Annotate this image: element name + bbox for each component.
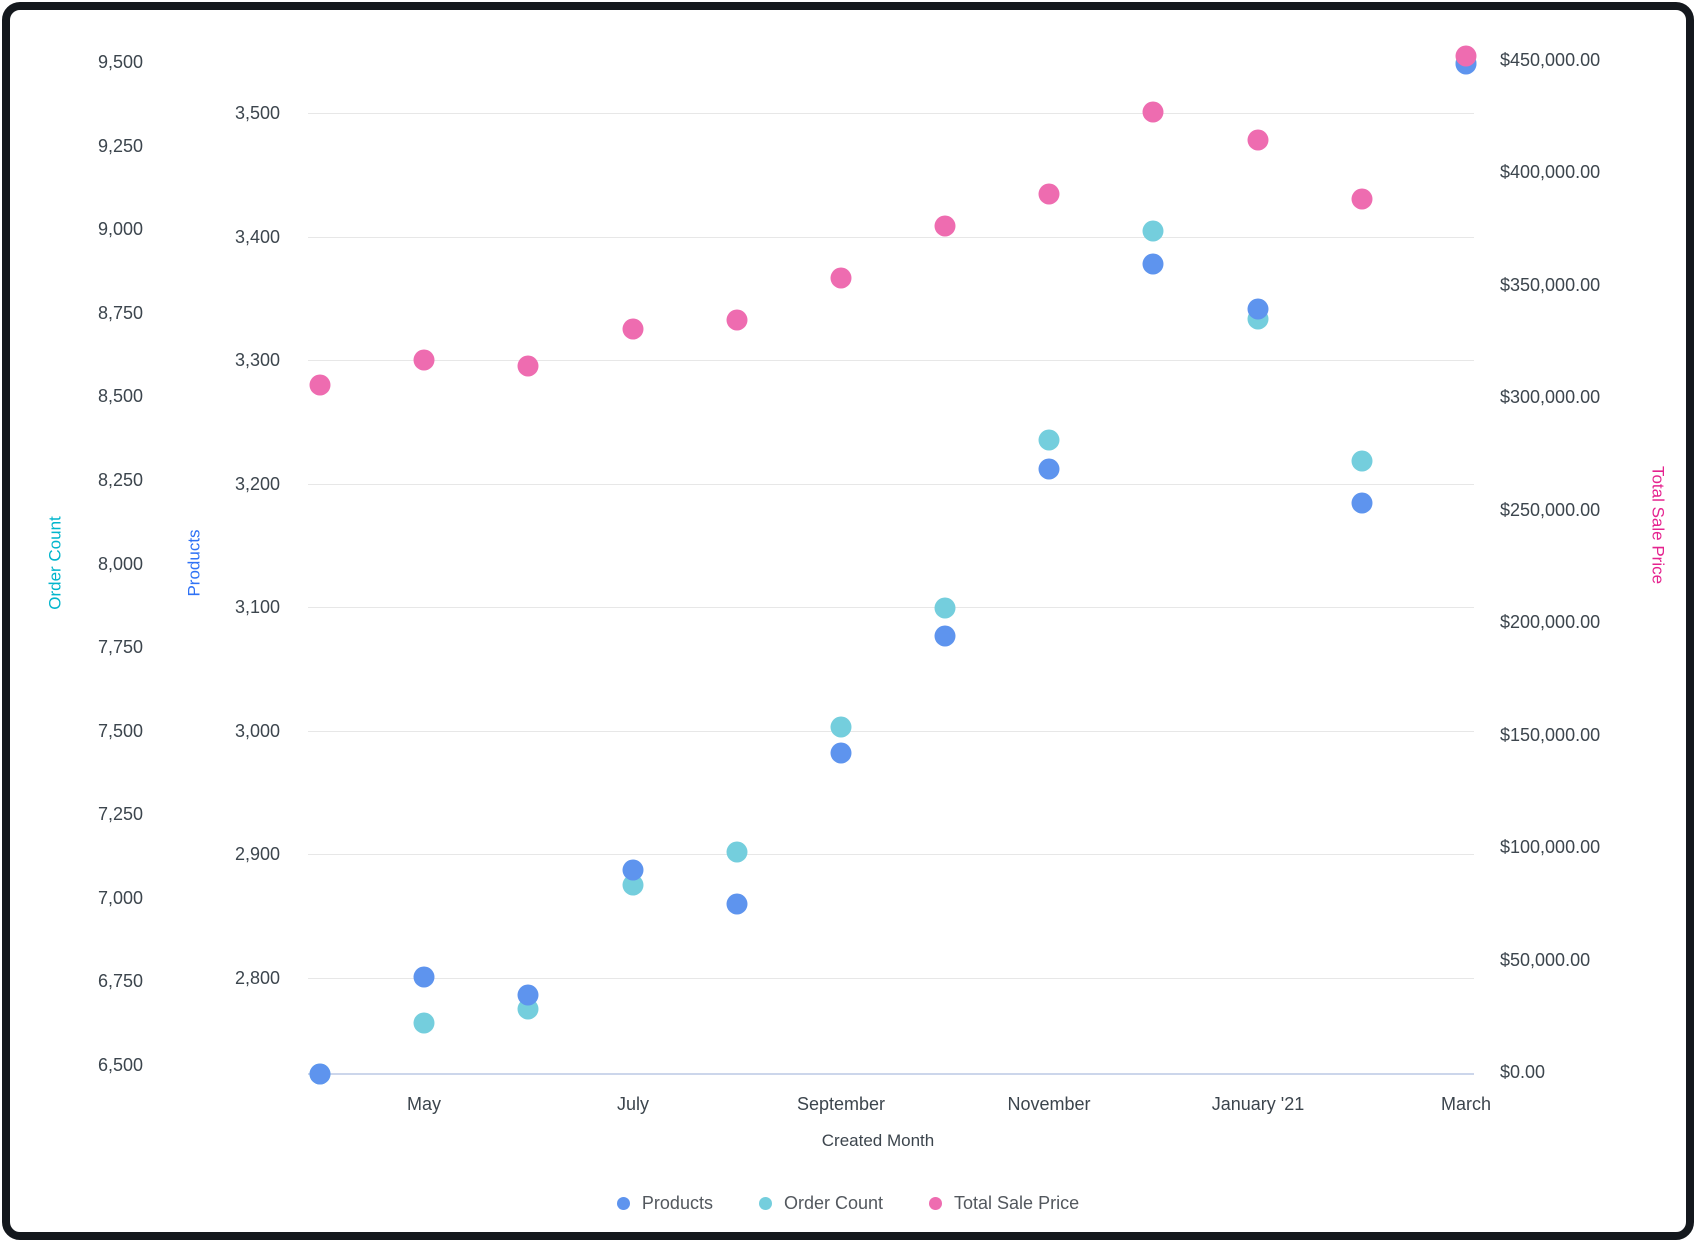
data-point-order-count[interactable] [934, 597, 956, 619]
data-point-order-count[interactable] [622, 874, 644, 896]
data-point-total-sale-price[interactable] [830, 267, 852, 289]
y-tick-order-count: 7,750 [97, 637, 143, 657]
x-tick-label: May [406, 1094, 442, 1114]
y-axis-title-total-sale-price: Total Sale Price [1648, 465, 1668, 585]
y-tick-order-count: 9,000 [97, 219, 143, 239]
data-point-total-sale-price[interactable] [1038, 183, 1060, 205]
gridline [308, 854, 1474, 855]
data-point-total-sale-price[interactable] [1142, 101, 1164, 123]
y-tick-products: 3,000 [234, 721, 280, 741]
data-point-total-sale-price[interactable] [622, 318, 644, 340]
y-tick-order-count: 7,000 [97, 888, 143, 908]
y-tick-order-count: 9,500 [97, 52, 143, 72]
data-point-total-sale-price[interactable] [517, 355, 539, 377]
data-point-products[interactable] [1247, 298, 1269, 320]
y-tick-price: $50,000.00 [1500, 950, 1591, 970]
gridline [308, 607, 1474, 608]
legend-dot-order-count [758, 1196, 772, 1210]
y-tick-price: $400,000.00 [1500, 162, 1601, 182]
y-tick-order-count: 6,750 [97, 971, 143, 991]
x-tick-label: November [1007, 1094, 1091, 1114]
gridline [308, 978, 1474, 979]
legend-item-order-count[interactable]: Order Count [758, 1193, 884, 1213]
x-tick-label: March [1440, 1094, 1492, 1114]
y-tick-products: 3,400 [234, 227, 280, 247]
data-point-products[interactable] [517, 984, 539, 1006]
data-point-products[interactable] [1038, 458, 1060, 480]
y-axis-title-products: Products [184, 529, 204, 597]
data-point-order-count[interactable] [726, 841, 748, 863]
x-axis-line [308, 1073, 1474, 1075]
y-tick-price: $0.00 [1500, 1062, 1546, 1082]
data-point-products[interactable] [309, 1063, 331, 1085]
legend-dot-products [616, 1196, 630, 1210]
y-tick-products: 3,100 [234, 597, 280, 617]
legend-dot-total-sale-price [929, 1196, 943, 1210]
chart-legend: Products Order Count Total Sale Price [10, 1194, 1686, 1212]
data-point-products[interactable] [622, 859, 644, 881]
y-tick-order-count: 8,000 [97, 554, 143, 574]
y-tick-order-count: 7,500 [97, 721, 143, 741]
y-tick-order-count: 6,500 [97, 1055, 143, 1075]
y-tick-order-count: 7,250 [97, 804, 143, 824]
data-point-total-sale-price[interactable] [726, 309, 748, 331]
data-point-order-count[interactable] [830, 716, 852, 738]
gridline [308, 484, 1474, 485]
y-tick-products: 3,300 [234, 350, 280, 370]
data-point-products[interactable] [934, 625, 956, 647]
data-point-order-count[interactable] [1351, 450, 1373, 472]
y-tick-order-count: 8,750 [97, 303, 143, 323]
x-tick-label: January '21 [1211, 1094, 1305, 1114]
x-tick-label: September [796, 1094, 886, 1114]
y-tick-price: $350,000.00 [1500, 275, 1601, 295]
y-tick-products: 2,900 [234, 844, 280, 864]
y-tick-price: $300,000.00 [1500, 387, 1601, 407]
y-tick-price: $250,000.00 [1500, 500, 1601, 520]
gridline [308, 237, 1474, 238]
data-point-order-count[interactable] [413, 1012, 435, 1034]
data-point-products[interactable] [726, 893, 748, 915]
data-point-order-count[interactable] [1142, 220, 1164, 242]
legend-label-products: Products [641, 1193, 713, 1213]
data-point-products[interactable] [1142, 253, 1164, 275]
y-tick-products: 3,500 [234, 103, 280, 123]
data-point-total-sale-price[interactable] [934, 215, 956, 237]
x-axis-title: Created Month [821, 1131, 935, 1150]
y-tick-price: $450,000.00 [1500, 50, 1601, 70]
data-point-total-sale-price[interactable] [1351, 188, 1373, 210]
legend-item-products[interactable]: Products [616, 1193, 713, 1213]
legend-item-total-sale-price[interactable]: Total Sale Price [929, 1194, 1079, 1212]
y-tick-products: 3,200 [234, 474, 280, 494]
legend-label-total-sale-price: Total Sale Price [954, 1193, 1080, 1213]
data-point-total-sale-price[interactable] [309, 374, 331, 396]
x-tick-label: July [616, 1094, 650, 1114]
data-point-products[interactable] [413, 966, 435, 988]
data-point-products[interactable] [830, 742, 852, 764]
y-tick-products: 2,800 [234, 968, 280, 988]
data-point-order-count[interactable] [1038, 429, 1060, 451]
data-point-total-sale-price[interactable] [413, 349, 435, 371]
data-point-products[interactable] [1351, 492, 1373, 514]
y-tick-order-count: 9,250 [97, 136, 143, 156]
y-tick-price: $150,000.00 [1500, 725, 1601, 745]
scatter-chart: Order Count Products Total Sale Price Cr… [10, 10, 1686, 1232]
y-tick-order-count: 8,500 [97, 386, 143, 406]
gridline [308, 731, 1474, 732]
data-point-total-sale-price[interactable] [1455, 45, 1477, 67]
gridline [308, 113, 1474, 114]
data-point-total-sale-price[interactable] [1247, 129, 1269, 151]
gridline [308, 360, 1474, 361]
y-tick-order-count: 8,250 [97, 470, 143, 490]
legend-label-order-count: Order Count [783, 1193, 884, 1213]
y-tick-price: $100,000.00 [1500, 837, 1601, 857]
y-tick-price: $200,000.00 [1500, 612, 1601, 632]
